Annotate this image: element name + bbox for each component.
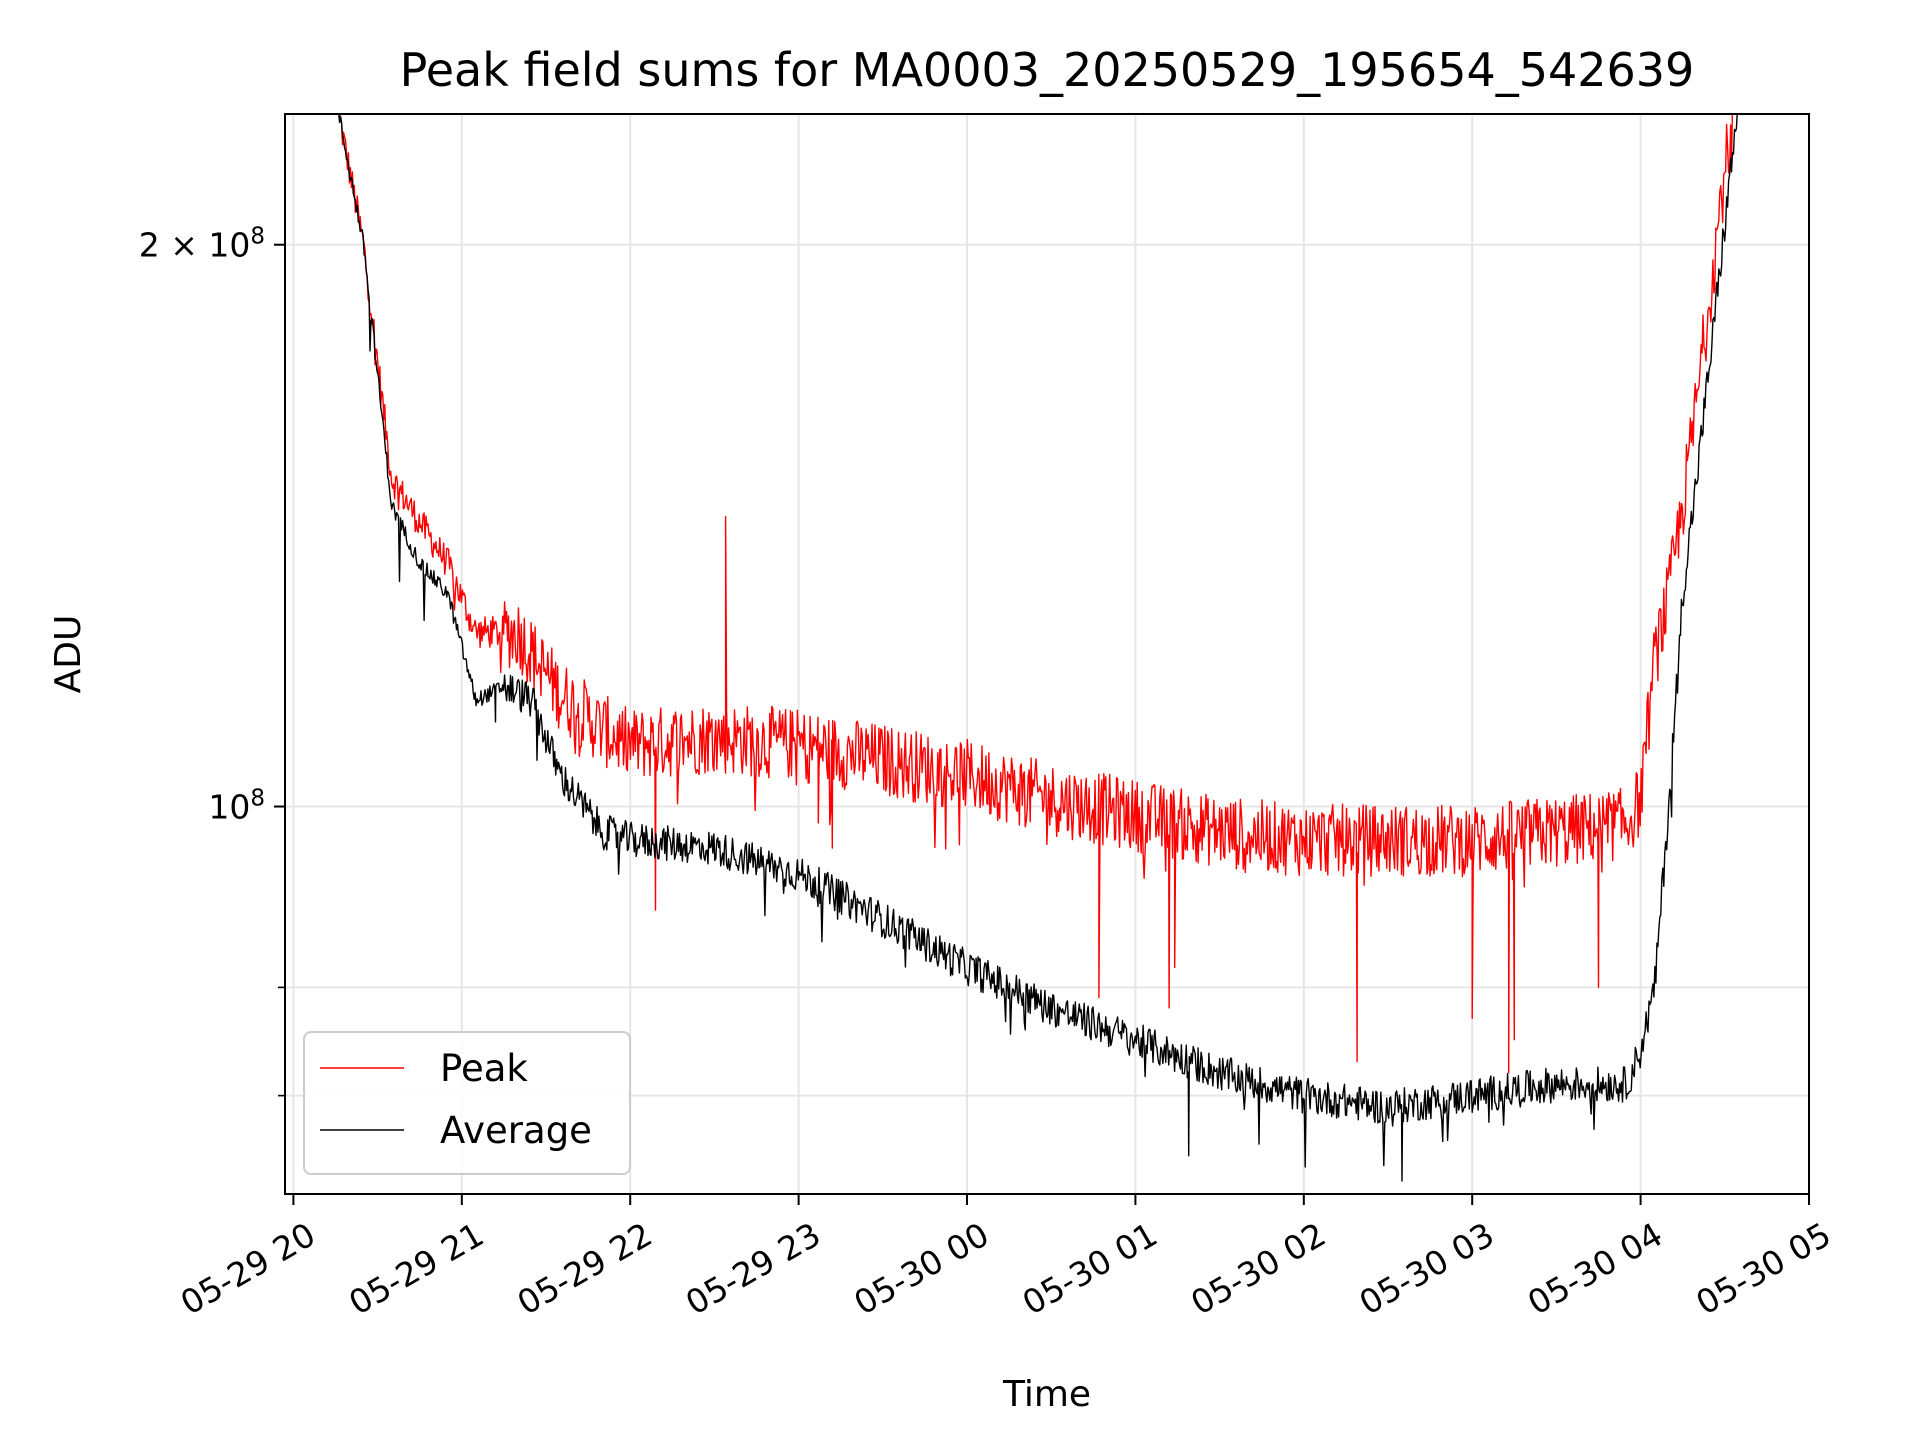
series-line-average xyxy=(337,114,1738,1182)
y-axis-label: ADU xyxy=(48,615,89,694)
legend-label-peak: Peak xyxy=(440,1047,528,1090)
x-axis-label: Time xyxy=(1002,1374,1091,1415)
legend-label-average: Average xyxy=(440,1109,592,1152)
series-line-peak xyxy=(339,114,1737,1074)
plot-area xyxy=(337,114,1738,1182)
y-tick-label: 2 × 108 xyxy=(139,224,265,265)
plot-frame xyxy=(284,113,1810,1195)
legend: Peak Average xyxy=(303,1031,631,1175)
chart-title: Peak field sums for MA0003_20250529_1956… xyxy=(400,43,1695,97)
grid xyxy=(285,114,1809,1194)
